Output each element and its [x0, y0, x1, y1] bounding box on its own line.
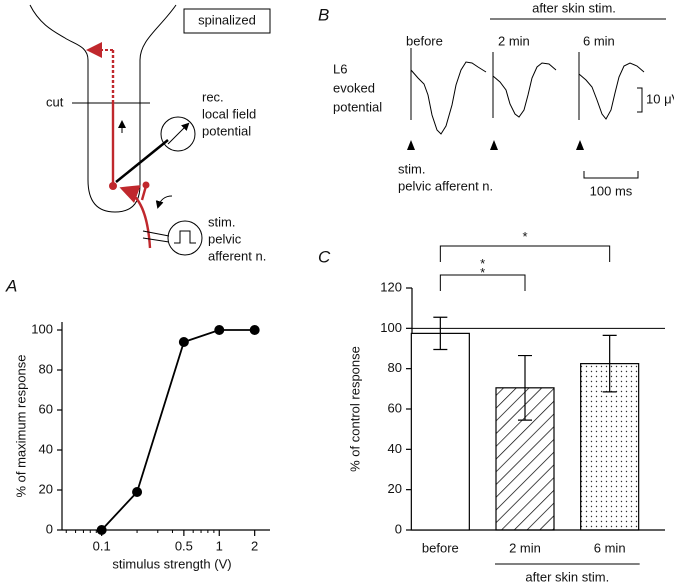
y-tick-label: 80 — [39, 361, 53, 376]
box-label: spinalized — [198, 12, 256, 27]
stim-wire — [142, 237, 170, 243]
trace-ylabel: evoked — [333, 80, 375, 95]
bar — [410, 332, 470, 531]
point — [249, 325, 260, 335]
rec-label: rec. — [202, 89, 224, 104]
point — [132, 487, 143, 497]
stim-label: pelvic afferent n. — [398, 178, 493, 193]
y-tick-label: 100 — [380, 320, 402, 335]
rec-label: potential — [202, 123, 251, 138]
cell-body — [109, 182, 117, 190]
point — [178, 337, 189, 347]
stim-marker — [490, 140, 498, 150]
scale-label: 100 ms — [590, 183, 633, 198]
stim-marker — [407, 140, 415, 150]
panel-label: B — [318, 5, 329, 24]
recorder-arrow — [167, 122, 190, 145]
y-tick-label: 60 — [39, 401, 53, 416]
stim-label: afferent n. — [208, 248, 266, 263]
panel-label: C — [318, 247, 331, 266]
stim-label: stim. — [208, 214, 235, 229]
significance-label: * * — [480, 256, 485, 280]
group-label: after skin stim. — [532, 0, 616, 15]
error-bar — [602, 334, 617, 393]
y-axis-label: % of control response — [347, 346, 362, 472]
y-tick-label: 40 — [39, 441, 53, 456]
y-tick-label: 80 — [388, 360, 402, 375]
x-tick-label: 2 min — [509, 540, 541, 555]
y-tick-label: 120 — [380, 279, 402, 294]
pulse — [174, 230, 196, 244]
stim-marker — [576, 140, 584, 150]
afferent-terminal — [142, 181, 150, 189]
y-axis-label: % of maximum response — [13, 354, 28, 497]
point — [214, 325, 225, 335]
x-axis-label: stimulus strength (V) — [112, 556, 231, 571]
point — [96, 525, 107, 535]
panel-label: A — [5, 276, 17, 295]
condition-label: 6 min — [583, 33, 615, 48]
diagram: spinalized cut rec. local field potentia… — [29, 4, 271, 263]
x-tick-label: 6 min — [594, 540, 626, 555]
traces-panel: B after skin stim. before 2 min 6 min L6… — [318, 0, 674, 198]
scale-bar — [583, 171, 639, 179]
group-label: after skin stim. — [525, 569, 609, 584]
x-tick-label: 0.1 — [93, 538, 111, 553]
stim-label: stim. — [398, 161, 425, 176]
scale-bar — [637, 87, 643, 113]
scale-label: 10 μV — [646, 91, 674, 106]
error-bar — [518, 354, 532, 421]
x-tick-label: 1 — [216, 538, 223, 553]
trace-ylabel: L6 — [333, 61, 347, 76]
trace — [410, 48, 487, 135]
line — [101, 329, 255, 531]
y-tick-label: 20 — [388, 481, 402, 496]
significance-bracket — [439, 245, 611, 262]
stim-label: pelvic — [208, 231, 242, 246]
significance-bracket — [439, 274, 526, 291]
y-tick-label: 0 — [46, 521, 53, 536]
trace — [578, 52, 645, 120]
afferent — [119, 185, 152, 249]
x-tick-label: 2 — [251, 538, 258, 553]
trace — [492, 52, 557, 118]
y-tick-label: 20 — [39, 481, 53, 496]
trace-ylabel: potential — [333, 99, 382, 114]
error-bar — [433, 316, 448, 351]
stimulator — [167, 220, 203, 256]
box — [183, 8, 271, 34]
rec-label: local field — [202, 106, 256, 121]
recorder — [160, 116, 196, 152]
small-arrow — [155, 195, 173, 209]
condition-label: before — [406, 33, 443, 48]
significance-label: * — [522, 229, 527, 244]
y-tick-label: 40 — [388, 441, 402, 456]
spinal-cord — [29, 4, 177, 213]
y-tick-label: 0 — [395, 521, 402, 536]
electrode — [115, 139, 169, 183]
cut-label: cut — [46, 94, 64, 109]
y-tick-label: 60 — [388, 400, 402, 415]
x-tick-label: before — [422, 540, 459, 555]
x-tick-label: 0.5 — [175, 538, 193, 553]
condition-label: 2 min — [498, 33, 530, 48]
stim-wire — [142, 230, 170, 237]
y-tick-label: 100 — [31, 321, 53, 336]
